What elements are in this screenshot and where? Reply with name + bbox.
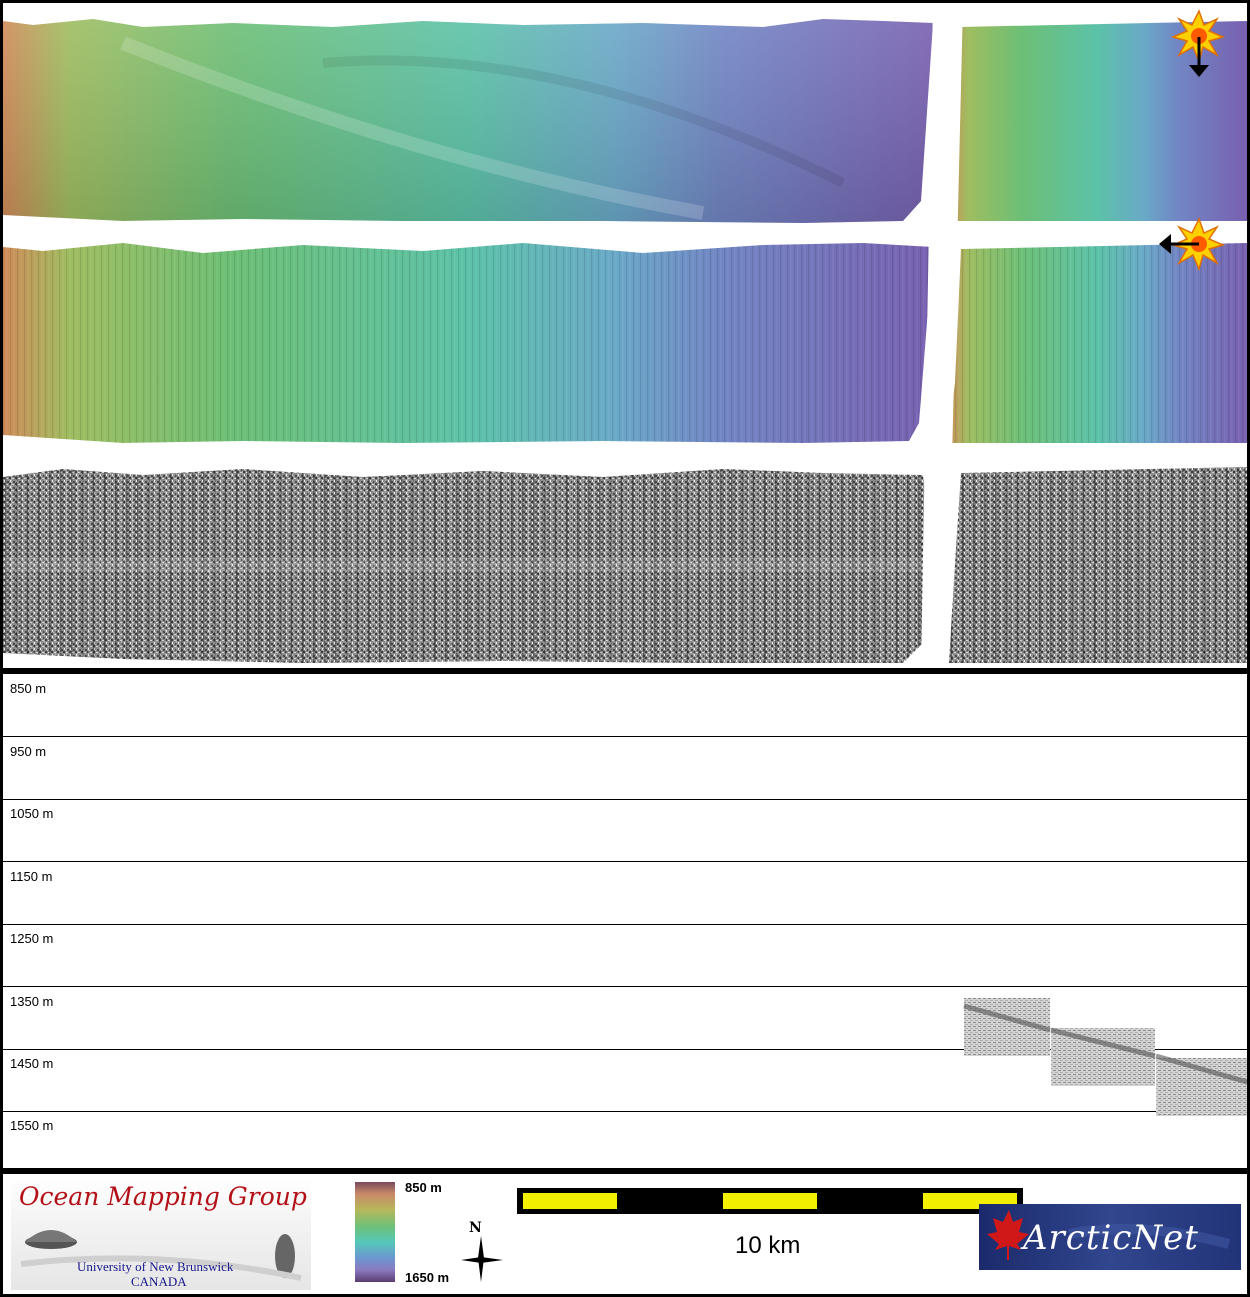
logo-title: Ocean Mapping Group <box>19 1182 307 1211</box>
depth-row-1350: 1350 m <box>3 987 1247 1050</box>
depth-colorbar <box>355 1182 395 1282</box>
depth-label: 1250 m <box>10 931 54 946</box>
depth-row-1550: 1550 m <box>3 1111 1247 1168</box>
depth-row-850: 850 m <box>3 674 1247 737</box>
ocean-mapping-group-logo: Ocean Mapping Group University of New Br… <box>11 1178 311 1290</box>
depth-row-1050: 1050 m <box>3 799 1247 862</box>
maple-leaf-icon <box>987 1210 1231 1260</box>
depth-profile-panel: 850 m 950 m 1050 m 1150 m 1250 m 1350 m … <box>3 674 1247 1168</box>
seafloor-illustration-icon <box>20 1230 302 1281</box>
colorbar-bottom-label: 1650 m <box>405 1270 450 1285</box>
depth-row-1250: 1250 m <box>3 924 1247 987</box>
scale-bar-label: 10 km <box>735 1232 801 1259</box>
depth-label: 1150 m <box>10 869 53 884</box>
sun-icon <box>1170 9 1226 64</box>
colorbar-top-label: 850 m <box>405 1180 442 1195</box>
arrow-down-icon <box>1189 37 1209 77</box>
profile-segment <box>963 998 1051 1056</box>
scale-bar-segment <box>723 1193 817 1209</box>
maps-panel <box>3 3 1247 668</box>
scale-bar-segment <box>523 1193 617 1209</box>
north-label: N <box>469 1220 482 1236</box>
depth-label: 1050 m <box>10 806 54 821</box>
logo-university: University of New Brunswick <box>77 1259 234 1274</box>
data-gap <box>921 3 963 668</box>
arcticnet-logo: ArcticNet <box>979 1204 1241 1270</box>
shaded-relief-map-east <box>3 243 1247 443</box>
depth-label: 950 m <box>10 744 47 759</box>
depth-row-950: 950 m <box>3 737 1247 800</box>
backscatter-map <box>3 467 1247 663</box>
depth-label: 1550 m <box>10 1118 54 1133</box>
profile-segment <box>1050 1027 1156 1086</box>
shaded-relief-map-north <box>3 19 1247 223</box>
depth-label: 1350 m <box>10 994 54 1009</box>
profile-segment <box>1155 1053 1247 1116</box>
depth-label: 1450 m <box>10 1056 54 1071</box>
depth-row-1150: 1150 m <box>3 862 1247 925</box>
survey-maps <box>3 3 1247 668</box>
legend-footer: Ocean Mapping Group University of New Br… <box>3 1174 1247 1294</box>
depth-row-1450: 1450 m <box>3 1049 1247 1112</box>
arcticnet-wordmark: ArcticNet <box>1023 1218 1199 1258</box>
compass-star-icon <box>461 1236 503 1282</box>
illumination-marker-east <box>1159 217 1226 272</box>
north-arrow: N <box>455 1220 509 1286</box>
illumination-marker-north <box>1170 9 1226 77</box>
scale-bar <box>517 1188 1023 1214</box>
subbottom-profile-segments <box>963 998 1247 1116</box>
logo-country: CANADA <box>131 1274 187 1289</box>
depth-label: 850 m <box>10 681 47 696</box>
arrow-left-icon <box>1159 234 1199 254</box>
